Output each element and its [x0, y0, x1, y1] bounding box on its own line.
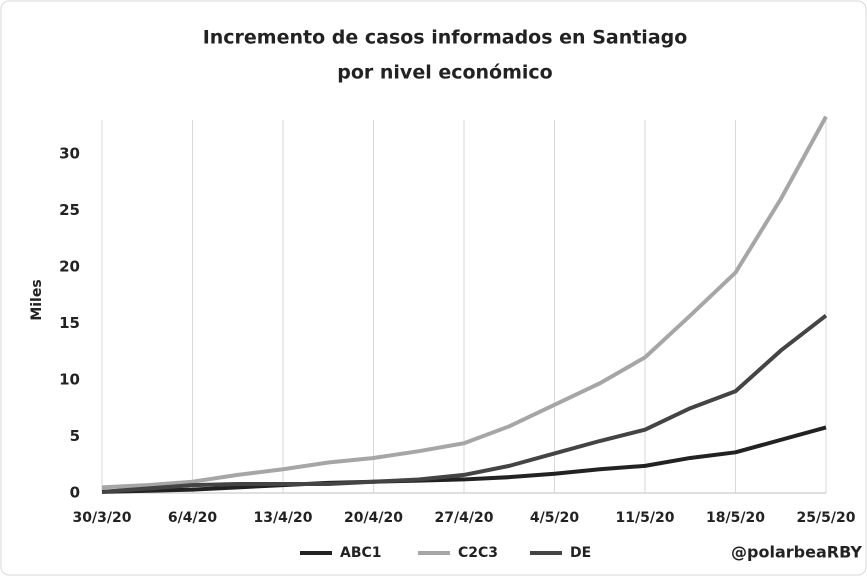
y-tick-label: 25 [59, 201, 80, 219]
series-line [101, 115, 828, 490]
chart-title: Incremento de casos informados en Santia… [203, 27, 688, 49]
x-tick-label: 27/4/20 [435, 510, 494, 526]
legend-label: ABC1 [340, 545, 382, 561]
y-tick-label: 15 [59, 314, 80, 332]
x-tick-label: 20/4/20 [344, 510, 403, 526]
y-tick-label: 5 [70, 427, 80, 445]
y-tick-label: 30 [59, 144, 80, 162]
x-tick-label: 11/5/20 [616, 510, 675, 526]
y-tick-label: 10 [59, 370, 80, 388]
annotation: @polarbeaRBY [731, 543, 862, 562]
series-line [101, 425, 827, 494]
x-tick-label: 13/4/20 [254, 510, 313, 526]
x-tick-label: 4/5/20 [530, 510, 579, 526]
legend-label: C2C3 [458, 545, 498, 561]
x-tick-label: 25/5/20 [797, 510, 856, 526]
x-tick-label: 30/3/20 [73, 510, 132, 526]
y-tick-label: 0 [70, 484, 80, 502]
x-tick-label: 6/4/20 [168, 510, 217, 526]
chart-subtitle: por nivel económico [337, 62, 553, 84]
legend-label: DE [570, 545, 591, 561]
y-tick-label: 20 [59, 257, 80, 275]
x-tick-label: 18/5/20 [706, 510, 765, 526]
series-line [101, 313, 828, 494]
y-axis-label: Miles [29, 279, 45, 320]
